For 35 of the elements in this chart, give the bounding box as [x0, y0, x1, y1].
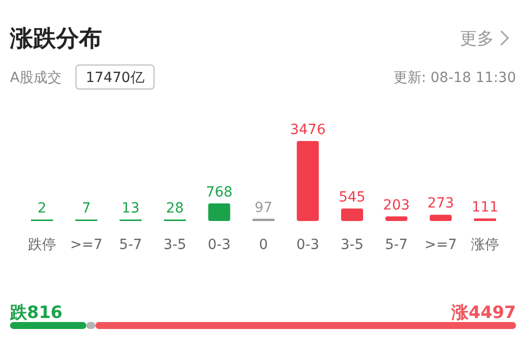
x-tick-label: 5-7 [119, 237, 142, 253]
x-tick-label: 3-5 [163, 237, 186, 253]
x-tick-label: 涨停 [471, 237, 499, 253]
data-label: 13 [122, 200, 140, 216]
bar [385, 216, 408, 221]
x-tick-label: 5-7 [384, 237, 408, 253]
data-label: 28 [166, 200, 184, 216]
bar [474, 218, 496, 221]
text: A股成交 [10, 70, 62, 86]
x-tick-label: >=7 [424, 237, 457, 253]
data-label: 7 [82, 200, 91, 216]
data-label: 2 [38, 200, 46, 216]
x-tick-label: 3-5 [340, 237, 364, 253]
bar [208, 203, 230, 221]
data-label: 涨4497 [450, 303, 516, 323]
data-label: 768 [206, 184, 233, 200]
chart-title: 涨跌分布 [9, 26, 102, 52]
text: 17470亿 [86, 70, 144, 86]
bar [296, 141, 319, 221]
data-label: 203 [383, 197, 410, 214]
data-label: 273 [427, 196, 454, 212]
data-label: 545 [338, 189, 366, 206]
x-tick-label: 跌停 [28, 237, 56, 253]
data-label: 97 [254, 200, 272, 216]
text: 更新: 08-18 11:30 [393, 70, 516, 86]
text: 更多 [460, 29, 494, 49]
data-label: 3476 [290, 122, 326, 138]
x-tick-label: 0-3 [296, 237, 320, 253]
x-tick-label: 0 [259, 237, 268, 253]
x-tick-label: 0-3 [208, 237, 231, 253]
bar [341, 208, 364, 221]
data-label: 跌816 [9, 303, 62, 323]
data-label: 111 [472, 199, 498, 216]
bar [430, 214, 452, 221]
x-tick-label: >=7 [70, 237, 102, 253]
